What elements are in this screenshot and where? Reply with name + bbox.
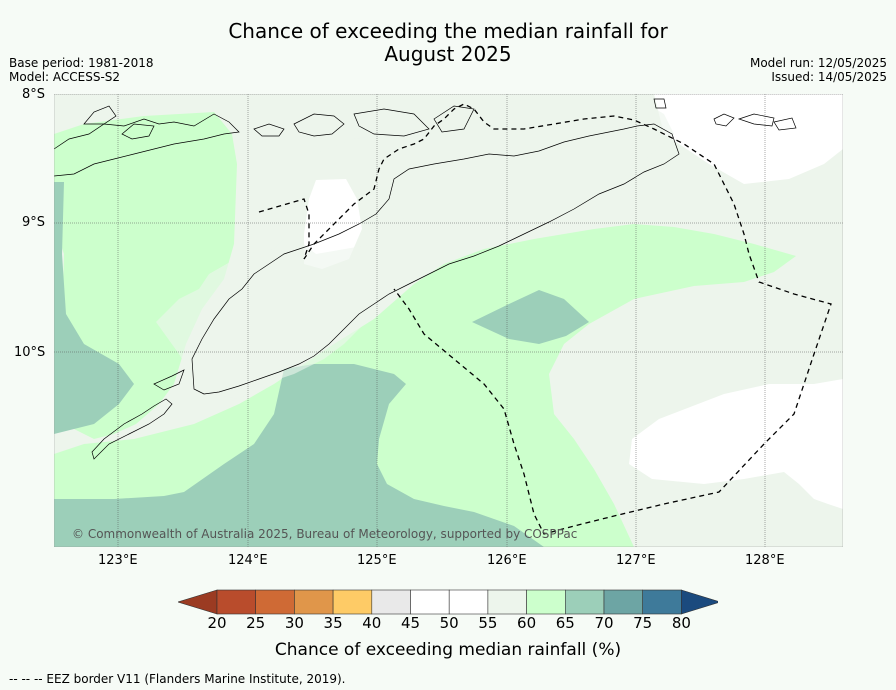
- lon-label-126e: 126°E: [487, 553, 527, 568]
- region-coastal-band: [156, 99, 674, 399]
- title-line-2: August 2025: [384, 42, 512, 66]
- base-period-text: Base period: 1981-2018: [9, 56, 154, 70]
- colorbar-label: 40: [362, 614, 382, 632]
- lat-label-8s: 8°S: [22, 87, 46, 102]
- lon-label-123e: 123°E: [98, 553, 138, 568]
- coast-islet-2: [121, 123, 155, 140]
- region-50-55-central: [304, 179, 362, 269]
- colorbar-label: 50: [439, 614, 459, 632]
- lat-label-10s: 10°S: [14, 345, 46, 360]
- lon-label-128e: 128°E: [745, 553, 785, 568]
- colorbar-label: 65: [555, 614, 575, 632]
- issued-text: Issued: 14/05/2025: [771, 70, 887, 84]
- coast-islet-5: [353, 108, 430, 137]
- lon-label-124e: 124°E: [228, 553, 268, 568]
- copyright-text: © Commonwealth of Australia 2025, Bureau…: [72, 527, 577, 541]
- coastlines: [54, 98, 797, 460]
- colorbar-segments: [178, 589, 718, 615]
- coast-timor: [191, 123, 680, 395]
- model-run-text: Model run: 12/05/2025: [749, 56, 887, 70]
- colorbar-label: 25: [246, 614, 266, 632]
- rainfall-map: © Commonwealth of Australia 2025, Bureau…: [54, 94, 843, 547]
- meta-left: Base period: 1981-2018 Model: ACCESS-S2: [9, 56, 154, 84]
- region-65-70-west: [54, 182, 134, 434]
- model-text: Model: ACCESS-S2: [9, 70, 121, 84]
- colorbar-label: 20: [207, 614, 227, 632]
- colorbar-segment: [371, 589, 411, 615]
- colorbar-segment: [448, 589, 489, 615]
- colorbar-label: 55: [478, 614, 498, 632]
- colorbar-label: 75: [633, 614, 653, 632]
- colorbar-label: 70: [594, 614, 614, 632]
- colorbar-segment: [332, 589, 373, 615]
- region-65-70-central: [472, 290, 589, 344]
- graticule: [54, 94, 843, 547]
- footer-legend: -- -- -- EEZ border V11 (Flanders Marine…: [9, 672, 346, 686]
- colorbar-segment: [410, 589, 450, 615]
- colorbar: [178, 589, 718, 615]
- colorbar-extend-low: [178, 589, 218, 615]
- title-line-1: Chance of exceeding the median rainfall …: [228, 19, 668, 43]
- region-65-70-south: [54, 364, 544, 547]
- coast-islet-ne-3: [737, 113, 775, 127]
- colorbar-segment: [216, 589, 257, 615]
- colorbar-segment: [642, 589, 682, 615]
- colorbar-segment: [294, 589, 334, 615]
- coast-islet-1: [83, 105, 117, 125]
- region-50-55-se: [629, 379, 843, 509]
- colorbar-label: 35: [323, 614, 343, 632]
- coast-islet-ne-1: [653, 98, 667, 109]
- coast-islet-3: [253, 123, 285, 137]
- lon-label-127e: 127°E: [616, 553, 656, 568]
- colorbar-segment: [526, 589, 566, 615]
- colorbar-title: Chance of exceeding median rainfall (%): [274, 640, 622, 660]
- colorbar-segment: [564, 589, 605, 615]
- colorbar-label: 60: [517, 614, 537, 632]
- colorbar-segment: [255, 589, 295, 615]
- region-50-55-ne: [654, 94, 843, 184]
- lon-label-125e: 125°E: [357, 553, 397, 568]
- map-title: Chance of exceeding the median rainfall …: [0, 20, 896, 66]
- coast-islet-4: [293, 113, 345, 137]
- coast-islet-6: [433, 105, 475, 133]
- coast-islet-ne-2: [713, 113, 735, 127]
- colorbar-segment: [603, 589, 644, 615]
- colorbar-segment: [487, 589, 527, 615]
- eez-border: [258, 103, 832, 535]
- colorbar-label: 30: [284, 614, 304, 632]
- coast-semau: [153, 369, 185, 391]
- colorbar-label: 80: [671, 614, 691, 632]
- coast-flores: [54, 113, 240, 177]
- colorbar-extend-high: [681, 589, 718, 615]
- meta-right: Model run: 12/05/2025 Issued: 14/05/2025: [750, 56, 887, 84]
- lat-label-9s: 9°S: [22, 215, 46, 230]
- coast-islet-ne-4: [773, 117, 797, 131]
- coast-rote: [91, 398, 173, 460]
- colorbar-label: 45: [400, 614, 421, 632]
